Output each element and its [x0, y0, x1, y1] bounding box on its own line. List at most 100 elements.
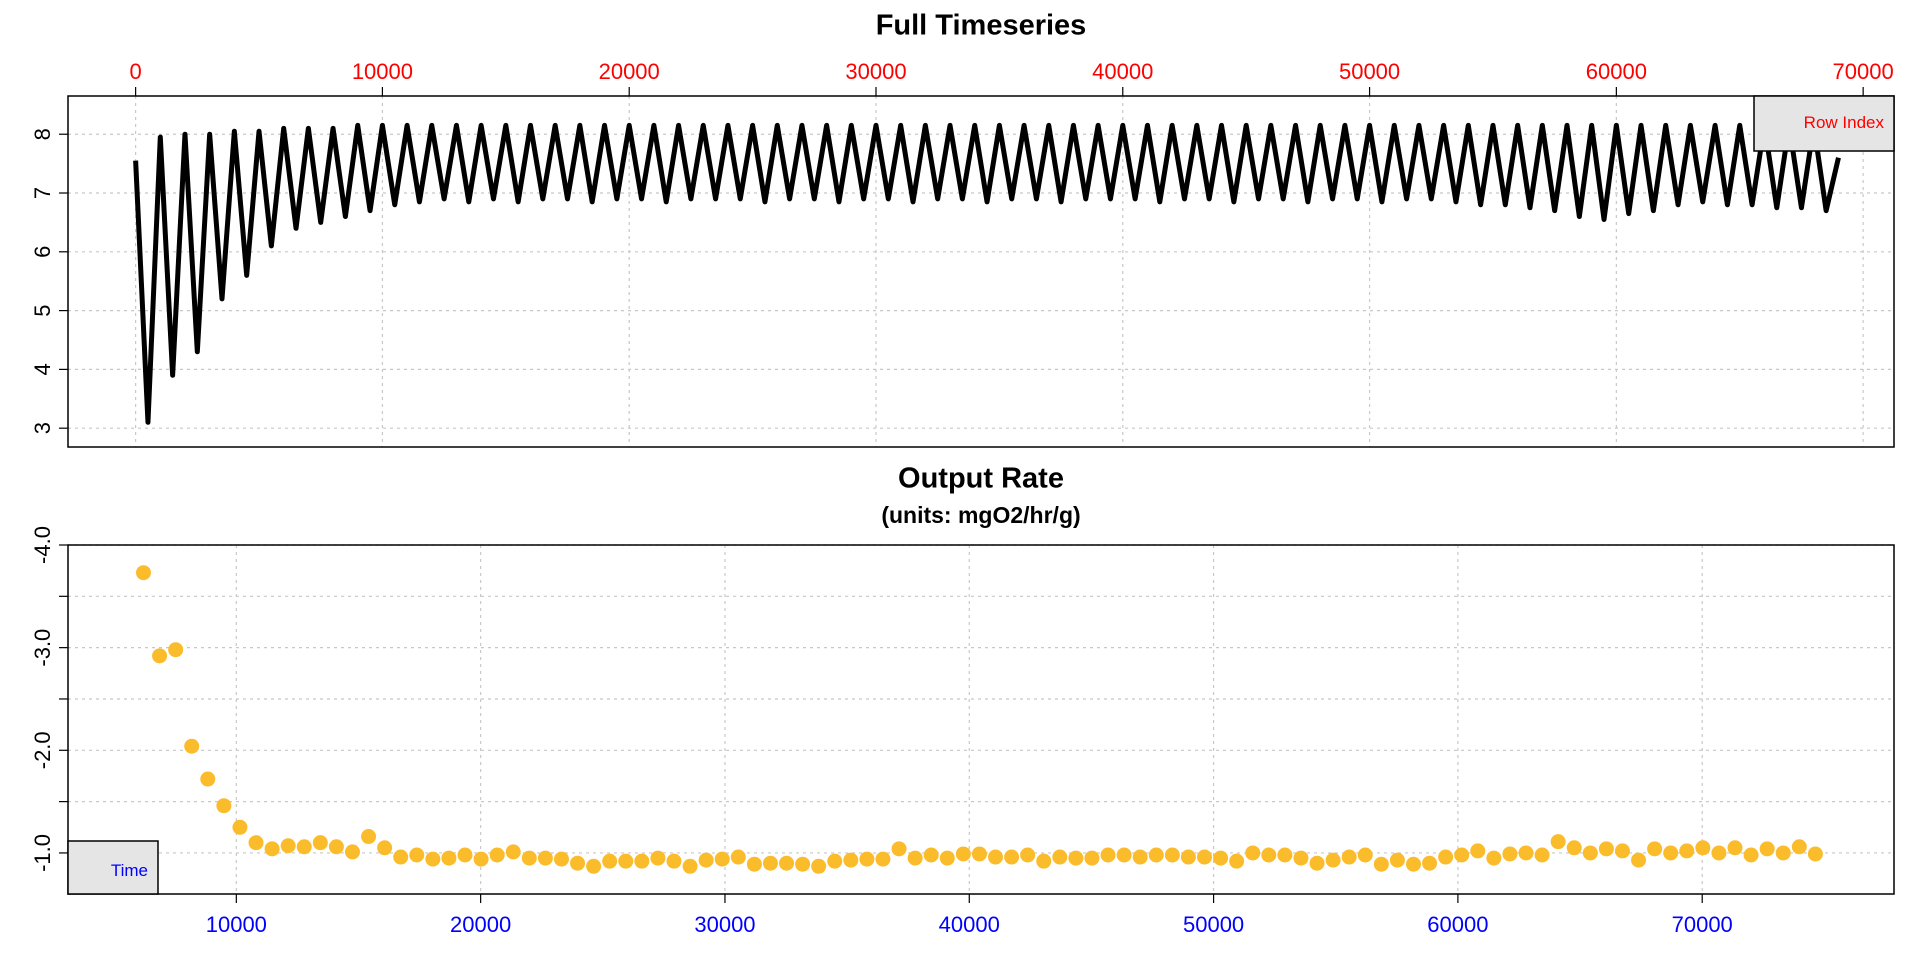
data-point: [618, 853, 634, 869]
data-point: [971, 846, 987, 862]
x-tick-label: 70000: [1672, 912, 1733, 937]
data-point: [361, 829, 377, 845]
data-point: [135, 565, 151, 581]
chart-title: Full Timeseries: [876, 10, 1087, 42]
data-point: [1631, 852, 1647, 868]
y-tick-label: -3.0: [30, 629, 55, 667]
x-tick-label: 20000: [599, 59, 660, 84]
chart-subtitle: (units: mgO2/hr/g): [881, 502, 1080, 528]
data-point: [1052, 849, 1068, 865]
data-point: [184, 738, 200, 754]
x-tick-label: 30000: [694, 912, 755, 937]
data-point: [1679, 843, 1695, 859]
y-tick-label: 7: [30, 187, 55, 199]
data-point: [1293, 850, 1309, 866]
data-point: [1663, 845, 1679, 861]
data-point: [602, 853, 618, 869]
plot-frame: [67, 95, 1895, 448]
data-point: [1229, 853, 1245, 869]
data-point: [553, 851, 569, 867]
data-point: [441, 850, 457, 866]
data-point: [746, 856, 762, 872]
data-point: [1791, 839, 1807, 855]
x-tick-label: 20000: [450, 912, 511, 937]
data-point: [811, 858, 827, 874]
data-point: [1100, 847, 1116, 863]
x-tick-label: 10000: [352, 59, 413, 84]
data-point: [1759, 841, 1775, 857]
data-point: [650, 850, 666, 866]
data-point: [779, 855, 795, 871]
data-point: [537, 850, 553, 866]
data-point: [1004, 849, 1020, 865]
y-tick-label: 4: [30, 363, 55, 375]
axis-label: Time: [111, 861, 148, 880]
data-point: [1727, 840, 1743, 856]
data-point: [988, 849, 1004, 865]
data-point: [1454, 847, 1470, 863]
data-point: [505, 844, 521, 860]
data-point: [682, 858, 698, 874]
x-tick-label: 0: [129, 59, 141, 84]
data-point: [248, 835, 264, 851]
y-tick-label: -4.0: [30, 526, 55, 564]
data-point: [425, 851, 441, 867]
data-point: [586, 858, 602, 874]
axis-label-box: [1753, 95, 1895, 152]
data-point: [1566, 840, 1582, 856]
x-tick-label: 10000: [206, 912, 267, 937]
data-point: [666, 853, 682, 869]
data-point: [1647, 841, 1663, 857]
data-point: [280, 838, 296, 854]
data-point: [457, 847, 473, 863]
data-point: [1405, 856, 1421, 872]
data-point: [296, 839, 312, 855]
data-point: [875, 851, 891, 867]
data-point: [1582, 845, 1598, 861]
data-point: [1084, 850, 1100, 866]
data-point: [1325, 852, 1341, 868]
y-tick-label: -2.0: [30, 731, 55, 769]
y-tick-label: 8: [30, 128, 55, 140]
data-point: [1807, 846, 1823, 862]
axis-label-box: [67, 840, 159, 895]
data-point: [1373, 856, 1389, 872]
x-tick-label: 50000: [1339, 59, 1400, 84]
data-point: [216, 798, 232, 814]
chart-title: Output Rate: [898, 463, 1064, 495]
data-point: [1277, 847, 1293, 863]
x-tick-label: 70000: [1833, 59, 1894, 84]
data-point: [328, 839, 344, 855]
data-point: [1711, 845, 1727, 861]
data-point: [762, 855, 778, 871]
x-tick-label: 60000: [1586, 59, 1647, 84]
data-point: [923, 847, 939, 863]
data-point: [312, 835, 328, 851]
data-point: [152, 648, 168, 664]
data-point: [795, 856, 811, 872]
data-point: [344, 844, 360, 860]
data-point: [473, 851, 489, 867]
data-point: [1309, 855, 1325, 871]
data-point: [634, 853, 650, 869]
data-point: [827, 853, 843, 869]
data-point: [714, 851, 730, 867]
data-point: [1743, 847, 1759, 863]
data-point: [1470, 843, 1486, 859]
data-point: [1020, 847, 1036, 863]
data-point: [1116, 847, 1132, 863]
data-point: [1598, 841, 1614, 857]
data-point: [1036, 853, 1052, 869]
plot-frame: [67, 544, 1895, 895]
data-point: [1422, 855, 1438, 871]
data-point: [1068, 850, 1084, 866]
data-point: [489, 847, 505, 863]
data-point: [907, 850, 923, 866]
data-point: [1148, 847, 1164, 863]
data-point: [393, 849, 409, 865]
axis-label: Row Index: [1804, 113, 1885, 132]
data-point: [1518, 845, 1534, 861]
data-point: [1775, 845, 1791, 861]
data-point: [1550, 834, 1566, 850]
data-point: [891, 841, 907, 857]
